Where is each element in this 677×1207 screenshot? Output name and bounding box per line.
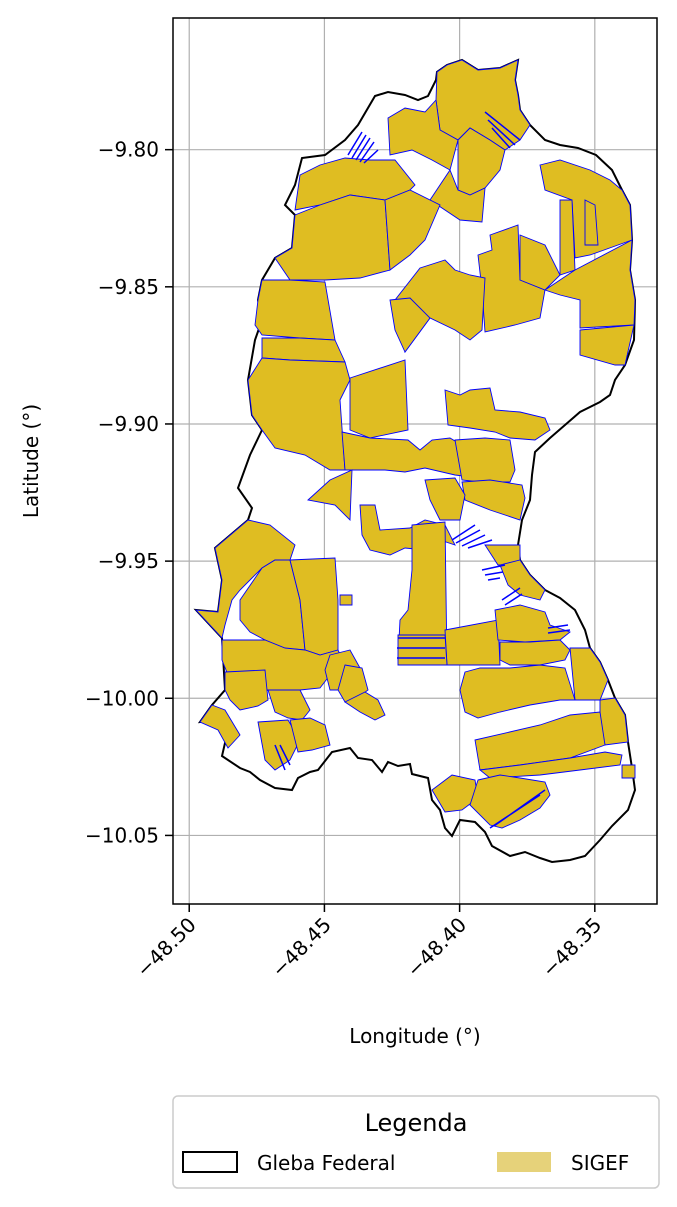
legend: Legenda Gleba Federal SIGEF <box>172 1095 660 1189</box>
sigef-parcel <box>294 157 416 211</box>
sigef-parcel <box>584 199 599 246</box>
sigef-parcel <box>424 477 466 521</box>
x-axis-label: Longitude (°) <box>349 1024 480 1048</box>
sigef-parcel <box>199 704 241 749</box>
sigef-parcel <box>621 764 636 779</box>
sigef-parcel <box>469 774 551 829</box>
sigef-parcel <box>477 224 546 333</box>
sigef-parcel <box>267 689 311 721</box>
sigef-strip <box>547 624 571 634</box>
y-tick-label: −9.80 <box>98 138 159 162</box>
legend-swatch-gleba <box>182 1151 238 1173</box>
sigef-parcel <box>307 469 353 522</box>
y-axis-ticks: −9.80 −9.85 −9.90 −9.95 −10.00 −10.05 <box>85 138 173 847</box>
sigef-parcel <box>384 189 441 271</box>
y-tick-label: −10.00 <box>85 686 159 710</box>
legend-swatch-sigef <box>497 1152 551 1172</box>
sigef-parcel <box>289 717 331 753</box>
sigef-strip <box>451 524 493 549</box>
sigef-strip <box>484 111 521 149</box>
sigef-parcel <box>349 359 409 439</box>
sigef-parcel <box>194 519 296 639</box>
sigef-detail-strips <box>274 111 571 829</box>
y-tick-label: −9.85 <box>98 275 159 299</box>
sigef-parcel <box>254 279 336 341</box>
x-axis-ticks: −48.50 −48.45 −48.40 −48.35 <box>131 904 606 982</box>
sigef-parcel <box>519 234 561 291</box>
sigef-strip <box>489 789 546 829</box>
sigef-parcel <box>224 669 269 711</box>
sigef-parcel <box>339 594 353 606</box>
x-tick-label: −48.35 <box>537 913 606 982</box>
sigef-strip <box>397 637 445 659</box>
sigef-parcel <box>499 639 571 666</box>
sigef-parcel <box>397 634 448 666</box>
legend-label-gleba: Gleba Federal <box>257 1151 395 1175</box>
sigef-parcel <box>499 559 546 601</box>
sigef-parcel <box>494 604 571 643</box>
sigef-parcel <box>261 337 346 363</box>
sigef-parcel <box>444 619 501 666</box>
sigef-strip <box>481 564 506 581</box>
y-tick-label: −9.95 <box>98 549 159 573</box>
sigef-parcel <box>389 297 431 353</box>
sigef-parcel <box>579 324 635 366</box>
sigef-parcel <box>478 751 623 779</box>
sigef-parcel <box>543 239 636 329</box>
axes-frame <box>172 17 658 905</box>
x-tick-label: −48.40 <box>402 913 471 982</box>
legend-title: Legenda <box>365 1109 468 1137</box>
sigef-parcel <box>461 479 526 521</box>
x-tick-label: −48.50 <box>131 913 200 982</box>
sigef-strip <box>501 587 523 606</box>
sigef-parcel <box>569 647 609 701</box>
y-axis-label: Latitude (°) <box>19 404 43 518</box>
sigef-parcel <box>459 664 576 719</box>
sigef-strip <box>347 131 379 164</box>
sigef-parcel <box>274 194 391 281</box>
sigef-parcel <box>247 357 351 471</box>
sigef-parcel <box>344 691 386 721</box>
sigef-strip <box>274 744 291 771</box>
sigef-parcel <box>559 199 576 276</box>
sigef-parcel <box>454 437 516 483</box>
y-tick-label: −10.05 <box>85 823 159 847</box>
sigef-parcel <box>429 169 486 223</box>
sigef-parcel <box>444 387 551 441</box>
y-tick-label: −9.90 <box>98 412 159 436</box>
legend-label-sigef: SIGEF <box>571 1151 629 1175</box>
sigef-parcel <box>257 719 301 771</box>
x-tick-label: −48.45 <box>267 913 336 982</box>
sigef-parcels-layer <box>194 59 636 829</box>
